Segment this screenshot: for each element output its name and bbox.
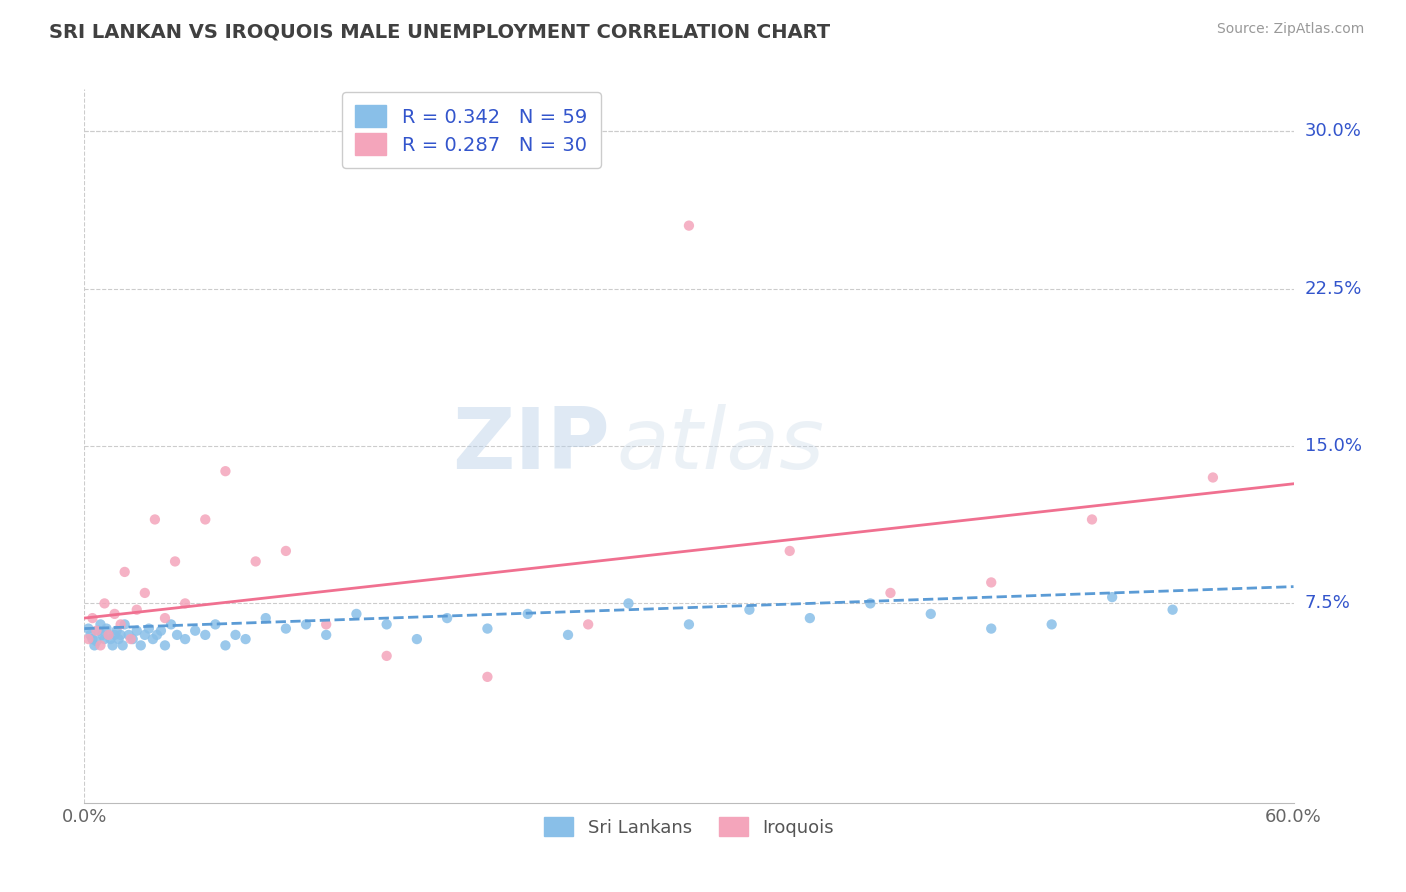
Point xyxy=(516,607,538,621)
Point xyxy=(295,617,318,632)
Point xyxy=(125,624,148,638)
Point xyxy=(315,617,337,632)
Point xyxy=(146,628,169,642)
Point xyxy=(375,617,398,632)
Point xyxy=(194,512,217,526)
Point xyxy=(879,586,901,600)
Text: 15.0%: 15.0% xyxy=(1305,437,1361,455)
Text: atlas: atlas xyxy=(616,404,824,488)
Point xyxy=(678,219,700,233)
Point xyxy=(100,632,122,646)
Point xyxy=(114,617,136,632)
Point xyxy=(557,628,579,642)
Point xyxy=(86,634,108,648)
Point xyxy=(111,639,134,653)
Text: 22.5%: 22.5% xyxy=(1305,279,1362,298)
Point xyxy=(678,617,700,632)
Point xyxy=(125,603,148,617)
Point xyxy=(120,632,142,646)
Point xyxy=(134,586,156,600)
Point xyxy=(738,603,761,617)
Point xyxy=(97,628,120,642)
Point xyxy=(166,628,188,642)
Point xyxy=(86,624,108,638)
Point xyxy=(114,565,136,579)
Point xyxy=(254,611,277,625)
Point xyxy=(87,624,110,638)
Point xyxy=(77,632,100,646)
Point xyxy=(245,554,267,568)
Text: Source: ZipAtlas.com: Source: ZipAtlas.com xyxy=(1216,22,1364,37)
Point xyxy=(436,611,458,625)
Point xyxy=(93,596,115,610)
Point xyxy=(105,624,128,638)
Point xyxy=(980,575,1002,590)
Point xyxy=(576,617,599,632)
Point xyxy=(477,670,499,684)
Point xyxy=(225,628,247,642)
Text: ZIP: ZIP xyxy=(453,404,610,488)
Point xyxy=(980,622,1002,636)
Point xyxy=(346,607,368,621)
Point xyxy=(129,639,152,653)
Point xyxy=(121,632,143,646)
Point xyxy=(617,596,640,610)
Point xyxy=(204,617,226,632)
Point xyxy=(799,611,821,625)
Point xyxy=(101,639,124,653)
Point xyxy=(118,628,141,642)
Point xyxy=(194,628,217,642)
Point xyxy=(107,632,129,646)
Point xyxy=(1040,617,1063,632)
Point xyxy=(274,544,297,558)
Point xyxy=(1161,603,1184,617)
Point xyxy=(89,639,111,653)
Point xyxy=(1202,470,1225,484)
Point xyxy=(214,639,236,653)
Point xyxy=(174,596,197,610)
Point xyxy=(79,628,101,642)
Point xyxy=(96,622,118,636)
Point xyxy=(184,624,207,638)
Point xyxy=(153,611,176,625)
Point xyxy=(138,622,160,636)
Point xyxy=(779,544,801,558)
Point xyxy=(235,632,257,646)
Point xyxy=(149,624,172,638)
Point xyxy=(110,617,132,632)
Point xyxy=(153,639,176,653)
Point xyxy=(160,617,183,632)
Point xyxy=(77,622,100,636)
Point xyxy=(104,628,127,642)
Point xyxy=(142,632,165,646)
Point xyxy=(174,632,197,646)
Point xyxy=(104,607,127,621)
Point xyxy=(859,596,882,610)
Point xyxy=(134,628,156,642)
Point xyxy=(89,617,111,632)
Point xyxy=(920,607,942,621)
Point xyxy=(110,628,132,642)
Point xyxy=(82,611,104,625)
Text: 7.5%: 7.5% xyxy=(1305,594,1351,613)
Point xyxy=(274,622,297,636)
Legend: Sri Lankans, Iroquois: Sri Lankans, Iroquois xyxy=(537,809,841,844)
Point xyxy=(214,464,236,478)
Text: 30.0%: 30.0% xyxy=(1305,122,1361,140)
Text: SRI LANKAN VS IROQUOIS MALE UNEMPLOYMENT CORRELATION CHART: SRI LANKAN VS IROQUOIS MALE UNEMPLOYMENT… xyxy=(49,22,831,41)
Point xyxy=(83,639,105,653)
Point xyxy=(97,628,120,642)
Point xyxy=(93,632,115,646)
Point xyxy=(315,628,337,642)
Point xyxy=(165,554,187,568)
Point xyxy=(143,512,166,526)
Point xyxy=(1081,512,1104,526)
Point xyxy=(477,622,499,636)
Point xyxy=(375,648,398,663)
Point xyxy=(82,632,104,646)
Point xyxy=(91,628,114,642)
Point xyxy=(1101,590,1123,604)
Point xyxy=(406,632,429,646)
